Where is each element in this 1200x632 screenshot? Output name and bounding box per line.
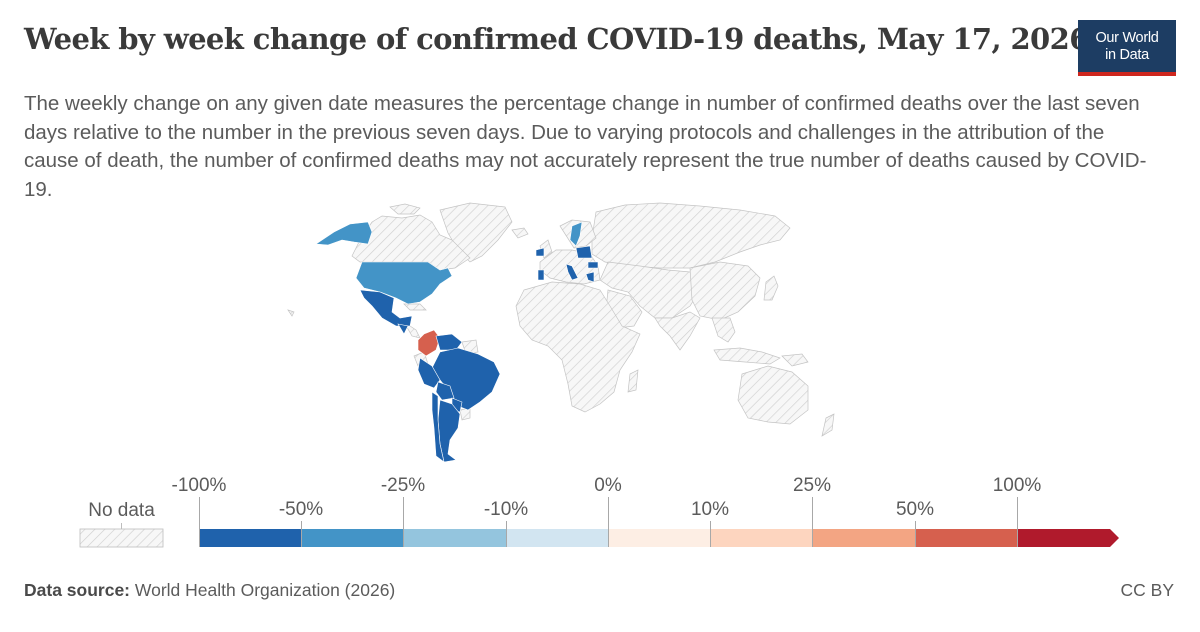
legend-bin-8 — [915, 529, 1017, 547]
data-source-label: Data source: — [24, 580, 131, 600]
region-hawaii[interactable] — [287, 309, 295, 317]
chart-subtitle: The weekly change on any given date meas… — [24, 92, 1147, 201]
legend-tick-label: 50% — [896, 499, 934, 520]
legend-tick-label: 100% — [993, 475, 1042, 496]
data-source-text[interactable]: World Health Organization (2026) — [134, 580, 396, 600]
region-portugal[interactable] — [537, 269, 545, 281]
region-arctic-islands[interactable] — [389, 203, 421, 215]
legend-no-data-swatch — [79, 528, 164, 548]
region-guatemala[interactable] — [397, 323, 409, 335]
legend-bin-9 — [1017, 529, 1119, 547]
region-southeast-asia[interactable] — [711, 317, 736, 343]
region-cuba[interactable] — [403, 303, 427, 311]
license-link[interactable]: CC BY — [1120, 580, 1174, 600]
region-iceland[interactable] — [511, 227, 529, 239]
region-papua[interactable] — [781, 353, 809, 367]
region-poland[interactable] — [575, 245, 593, 259]
region-colombia[interactable] — [417, 329, 441, 357]
region-peru[interactable] — [417, 357, 441, 389]
region-indonesia[interactable] — [713, 347, 781, 365]
region-alaska[interactable] — [315, 221, 373, 246]
legend-tick-label: -10% — [484, 499, 528, 520]
region-italy[interactable] — [565, 263, 579, 281]
region-bolivia[interactable] — [435, 381, 455, 401]
region-south-asia[interactable] — [654, 311, 701, 351]
legend-no-data-label: No data — [88, 500, 155, 521]
legend-tick-label: -50% — [279, 499, 323, 520]
logo-line-1: Our World — [1095, 30, 1159, 46]
legend-bin-5 — [608, 529, 710, 547]
region-canada[interactable] — [351, 214, 471, 271]
region-russia[interactable] — [591, 202, 791, 269]
legend-bin-2 — [301, 529, 403, 547]
region-africa[interactable] — [515, 281, 641, 413]
logo-line-2: in Data — [1105, 47, 1149, 63]
region-japan[interactable] — [763, 275, 779, 301]
legend-bin-6 — [710, 529, 812, 547]
legend-bin-4 — [506, 529, 608, 547]
region-mexico[interactable] — [359, 289, 413, 327]
region-east-asia[interactable] — [689, 261, 761, 321]
region-sweden[interactable] — [569, 221, 583, 247]
owid-logo[interactable]: Our World in Data — [1078, 20, 1176, 76]
region-venezuela[interactable] — [435, 333, 463, 351]
region-chile[interactable] — [431, 391, 445, 463]
legend-bin-3 — [403, 529, 506, 547]
legend-tick-label: -25% — [381, 475, 425, 496]
region-united-states[interactable] — [355, 261, 453, 305]
legend-tick-label: 0% — [594, 475, 622, 496]
region-australia[interactable] — [737, 365, 809, 425]
legend-tick-label: 10% — [691, 499, 729, 520]
region-greece[interactable] — [585, 271, 595, 283]
data-source: Data source: World Health Organization (… — [24, 580, 395, 601]
region-ireland[interactable] — [535, 247, 545, 257]
legend-bin-7 — [812, 529, 915, 547]
legend-tick-label: 25% — [793, 475, 831, 496]
region-new-zealand[interactable] — [821, 413, 835, 437]
region-romania[interactable] — [587, 261, 599, 269]
legend-bin-1 — [199, 529, 301, 547]
region-madagascar[interactable] — [627, 369, 639, 393]
legend-tick-label: -100% — [172, 475, 227, 496]
chart-title: Week by week change of confirmed COVID-1… — [24, 22, 1089, 56]
